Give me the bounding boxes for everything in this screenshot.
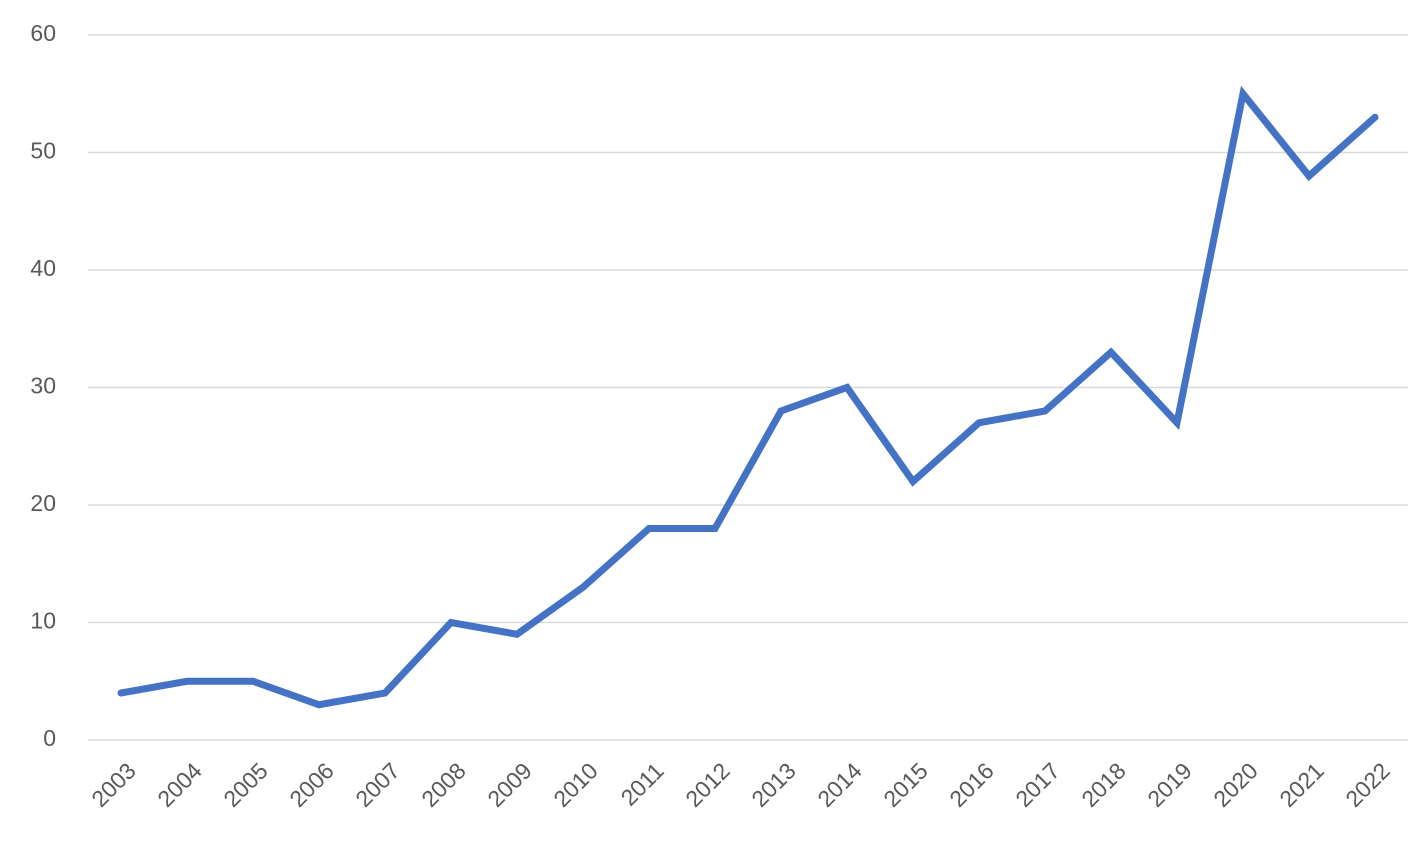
- y-tick-label: 30: [30, 373, 56, 399]
- x-tick-label: 2008: [416, 757, 471, 812]
- x-tick-label: 2006: [284, 757, 339, 812]
- x-tick-label: 2014: [812, 757, 867, 812]
- x-tick-label: 2012: [680, 757, 735, 812]
- y-tick-label: 60: [30, 20, 56, 46]
- x-tick-label: 2019: [1142, 757, 1197, 812]
- x-tick-label: 2018: [1076, 757, 1131, 812]
- y-tick-label: 0: [43, 725, 56, 751]
- x-tick-label: 2007: [350, 757, 405, 812]
- x-tick-label: 2021: [1274, 757, 1329, 812]
- x-tick-label: 2011: [615, 757, 668, 810]
- y-tick-label: 20: [30, 490, 56, 516]
- x-tick-label: 2005: [218, 757, 273, 812]
- x-tick-label: 2015: [878, 757, 933, 812]
- x-tick-label: 2013: [746, 757, 801, 812]
- y-tick-label: 50: [30, 138, 56, 164]
- x-tick-label: 2003: [86, 757, 141, 812]
- x-tick-label: 2004: [152, 757, 207, 812]
- y-tick-label: 40: [30, 255, 56, 281]
- y-tick-label: 10: [30, 608, 56, 634]
- x-tick-label: 2010: [548, 757, 603, 812]
- x-tick-label: 2017: [1010, 757, 1065, 812]
- x-tick-label: 2009: [482, 757, 537, 812]
- data-line: [117, 85, 1379, 709]
- x-tick-label: 2020: [1208, 757, 1263, 812]
- x-tick-label: 2016: [944, 757, 999, 812]
- x-tick-label: 2022: [1340, 757, 1395, 812]
